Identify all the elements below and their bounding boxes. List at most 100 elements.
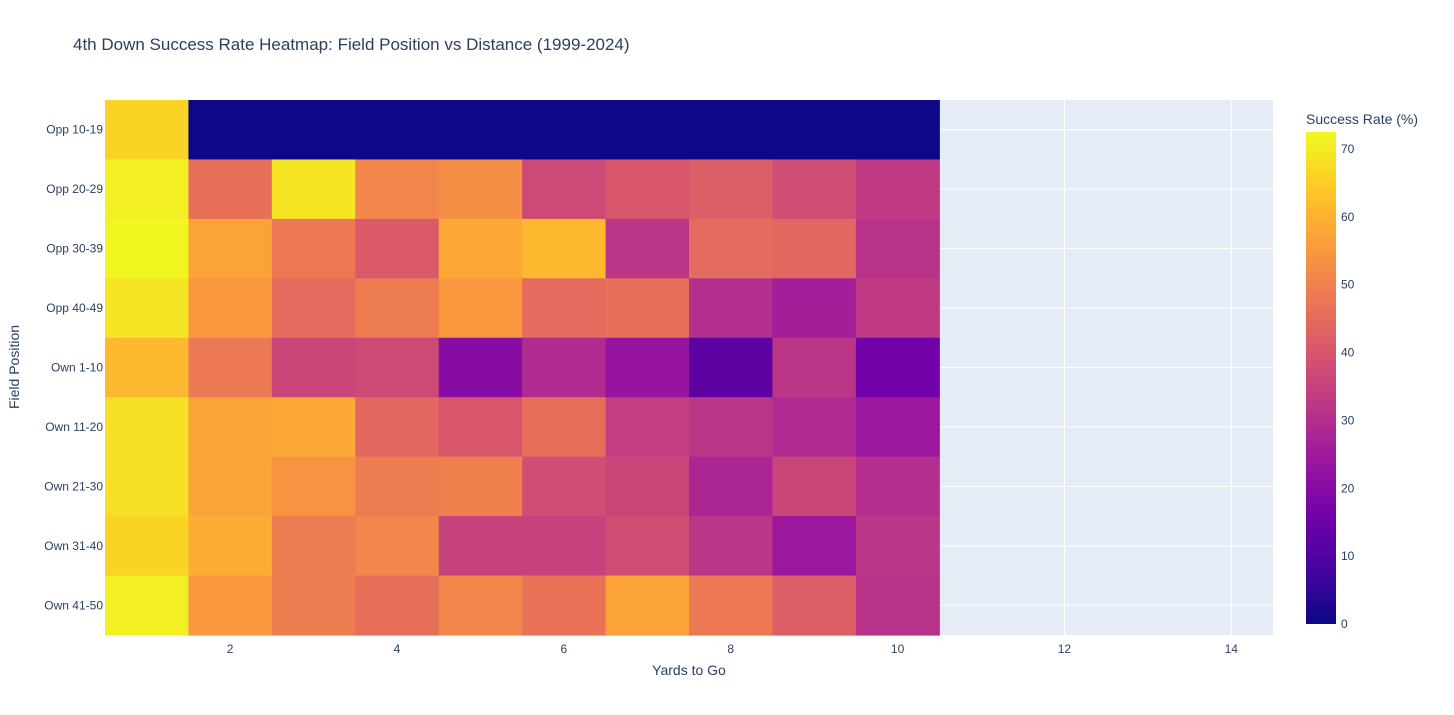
- heatmap-cell: [438, 159, 523, 220]
- heatmap-cell: [271, 100, 356, 161]
- chart-title: 4th Down Success Rate Heatmap: Field Pos…: [73, 35, 630, 54]
- heatmap-cell: [855, 337, 940, 398]
- heatmap-cell: [438, 456, 523, 517]
- heatmap-cell: [355, 397, 440, 458]
- heatmap-cell: [605, 337, 690, 398]
- heatmap-cell: [855, 516, 940, 577]
- y-tick-label: Own 1-10: [51, 361, 103, 375]
- colorbar-tick-label: 70: [1341, 142, 1355, 156]
- heatmap-cell: [105, 159, 190, 220]
- heatmap-cell: [855, 278, 940, 339]
- heatmap-cells: [105, 100, 940, 636]
- heatmap-cell: [355, 159, 440, 220]
- heatmap-cell: [605, 278, 690, 339]
- x-tick-label: 6: [561, 642, 568, 656]
- y-tick-label: Opp 20-29: [46, 182, 103, 196]
- heatmap-cell: [522, 456, 607, 517]
- heatmap-cell: [188, 278, 273, 339]
- heatmap-cell: [772, 218, 857, 279]
- heatmap-cell: [438, 218, 523, 279]
- heatmap-cell: [271, 218, 356, 279]
- heatmap-cell: [438, 278, 523, 339]
- heatmap-cell: [188, 337, 273, 398]
- y-tick-label: Own 11-20: [45, 420, 103, 434]
- x-tick-label: 8: [727, 642, 734, 656]
- y-tick-label: Opp 30-39: [46, 242, 103, 256]
- x-tick-label: 14: [1225, 642, 1239, 656]
- heatmap-cell: [438, 100, 523, 161]
- heatmap-cell: [355, 278, 440, 339]
- heatmap-cell: [522, 159, 607, 220]
- colorbar-tick-label: 10: [1341, 549, 1355, 563]
- colorbar-tick-label: 20: [1341, 481, 1355, 495]
- heatmap-cell: [772, 516, 857, 577]
- y-tick-label: Own 31-40: [44, 539, 103, 553]
- heatmap-cell: [105, 278, 190, 339]
- heatmap-cell: [689, 516, 774, 577]
- heatmap-cell: [188, 516, 273, 577]
- heatmap-cell: [271, 575, 356, 636]
- heatmap-cell: [355, 100, 440, 161]
- colorbar-ticks: 0 10 20 30 40 50 60 70: [1341, 142, 1355, 631]
- colorbar-tick-label: 60: [1341, 210, 1355, 224]
- y-tick-label: Opp 40-49: [46, 301, 103, 315]
- colorbar-gradient: [1306, 132, 1336, 624]
- heatmap-cell: [772, 337, 857, 398]
- heatmap-cell: [855, 100, 940, 161]
- heatmap-cell: [438, 516, 523, 577]
- heatmap-cell: [772, 397, 857, 458]
- heatmap-cell: [271, 397, 356, 458]
- heatmap-cell: [522, 337, 607, 398]
- heatmap-cell: [605, 575, 690, 636]
- y-axis-ticks: Opp 10-19 Opp 20-29 Opp 30-39 Opp 40-49 Own …: [44, 123, 103, 613]
- heatmap-cell: [522, 100, 607, 161]
- colorbar-tick-label: 40: [1341, 346, 1355, 360]
- heatmap-cell: [689, 575, 774, 636]
- heatmap-cell: [689, 100, 774, 161]
- heatmap-cell: [605, 516, 690, 577]
- heatmap-cell: [522, 575, 607, 636]
- heatmap-cell: [522, 397, 607, 458]
- heatmap-cell: [772, 100, 857, 161]
- colorbar-tick-label: 50: [1341, 278, 1355, 292]
- heatmap-cell: [188, 218, 273, 279]
- heatmap-cell: [105, 337, 190, 398]
- heatmap-cell: [689, 456, 774, 517]
- colorbar-tick-label: 0: [1341, 617, 1348, 631]
- x-tick-label: 12: [1058, 642, 1072, 656]
- heatmap-cell: [105, 100, 190, 161]
- heatmap-cell: [855, 575, 940, 636]
- colorbar-title: Success Rate (%): [1306, 111, 1418, 127]
- colorbar: Success Rate (%) 0 10 20 30 40 50 60 70: [1306, 111, 1418, 631]
- y-axis-title: Field Position: [6, 325, 22, 409]
- heatmap-cell: [271, 516, 356, 577]
- heatmap-cell: [105, 218, 190, 279]
- heatmap-cell: [689, 397, 774, 458]
- colorbar-tick-label: 30: [1341, 413, 1355, 427]
- x-axis-title: Yards to Go: [652, 662, 726, 678]
- heatmap-cell: [855, 397, 940, 458]
- heatmap-cell: [855, 159, 940, 220]
- heatmap-cell: [855, 218, 940, 279]
- heatmap-cell: [438, 337, 523, 398]
- y-tick-label: Own 21-30: [44, 479, 103, 493]
- heatmap-cell: [355, 337, 440, 398]
- heatmap-cell: [605, 100, 690, 161]
- heatmap-cell: [271, 159, 356, 220]
- heatmap-cell: [188, 575, 273, 636]
- y-tick-label: Opp 10-19: [46, 123, 103, 137]
- heatmap-cell: [438, 575, 523, 636]
- heatmap-cell: [355, 575, 440, 636]
- x-axis-ticks: 2 4 6 8 10 12 14: [227, 642, 1238, 656]
- heatmap-cell: [522, 278, 607, 339]
- heatmap-cell: [105, 397, 190, 458]
- heatmap-cell: [855, 456, 940, 517]
- x-tick-label: 2: [227, 642, 234, 656]
- heatmap-cell: [188, 100, 273, 161]
- heatmap-cell: [355, 456, 440, 517]
- heatmap-cell: [522, 516, 607, 577]
- x-tick-label: 10: [891, 642, 905, 656]
- heatmap-cell: [772, 159, 857, 220]
- heatmap-cell: [605, 397, 690, 458]
- heatmap-cell: [271, 278, 356, 339]
